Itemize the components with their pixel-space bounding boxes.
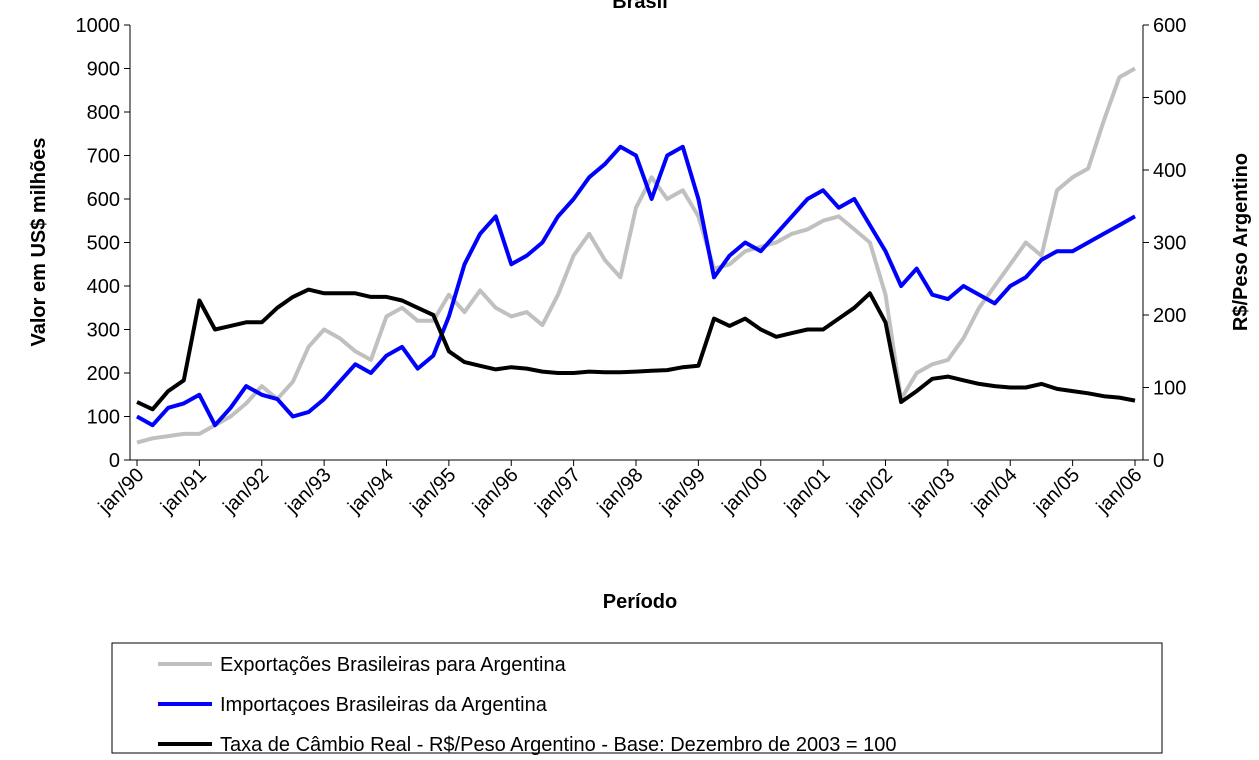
x-tick-label: jan/97 bbox=[530, 464, 585, 519]
y-tick-label: 800 bbox=[87, 102, 120, 124]
y2-tick-label: 600 bbox=[1153, 15, 1186, 37]
y-tick-label: 500 bbox=[87, 233, 120, 255]
y2-axis-title: R$/Peso Argentino bbox=[1230, 153, 1252, 331]
x-tick-label: jan/99 bbox=[655, 464, 710, 519]
y2-tick-label: 100 bbox=[1153, 378, 1186, 400]
series-line bbox=[136, 144, 1136, 428]
y-tick-label: 200 bbox=[87, 363, 120, 385]
legend-box bbox=[111, 642, 1163, 754]
x-tick-label: jan/94 bbox=[343, 464, 398, 519]
y2-tick-label: 0 bbox=[1153, 450, 1164, 472]
y-axis-title: Valor em US$ milhões bbox=[28, 138, 50, 347]
series-line bbox=[136, 66, 1136, 445]
legend-label: Importaçoes Brasileiras da Argentina bbox=[220, 694, 548, 716]
x-axis-title: Período bbox=[603, 591, 677, 613]
x-tick-label: jan/90 bbox=[94, 464, 149, 519]
y2-tick-label: 500 bbox=[1153, 88, 1186, 110]
x-tick-label: jan/98 bbox=[593, 464, 648, 519]
y-tick-label: 700 bbox=[87, 146, 120, 168]
y-tick-label: 900 bbox=[87, 59, 120, 81]
chart-title: Brasil bbox=[612, 0, 668, 13]
x-tick-label: jan/96 bbox=[468, 464, 523, 519]
x-tick-label: jan/06 bbox=[1092, 464, 1147, 519]
x-tick-label: jan/91 bbox=[156, 464, 211, 519]
y2-tick-label: 200 bbox=[1153, 305, 1186, 327]
x-tick-label: jan/92 bbox=[218, 464, 273, 519]
y-tick-label: 100 bbox=[87, 407, 120, 429]
x-tick-label: jan/95 bbox=[406, 464, 461, 519]
y2-tick-label: 400 bbox=[1153, 160, 1186, 182]
y-tick-label: 600 bbox=[87, 189, 120, 211]
y2-tick-label: 300 bbox=[1153, 233, 1186, 255]
y-tick-label: 0 bbox=[109, 450, 120, 472]
legend-label: Exportações Brasileiras para Argentina bbox=[220, 654, 567, 676]
x-tick-label: jan/05 bbox=[1029, 464, 1084, 519]
x-tick-label: jan/00 bbox=[717, 464, 772, 519]
series-line bbox=[136, 287, 1136, 412]
x-tick-label: jan/04 bbox=[967, 464, 1022, 519]
x-tick-label: jan/93 bbox=[281, 464, 336, 519]
y-tick-label: 300 bbox=[87, 320, 120, 342]
y-tick-label: 400 bbox=[87, 276, 120, 298]
x-tick-label: jan/01 bbox=[780, 464, 835, 519]
x-tick-label: jan/03 bbox=[905, 464, 960, 519]
legend-label: Taxa de Câmbio Real - R$/Peso Argentino … bbox=[220, 734, 897, 756]
y-tick-label: 1000 bbox=[76, 15, 121, 37]
x-tick-label: jan/02 bbox=[842, 464, 897, 519]
